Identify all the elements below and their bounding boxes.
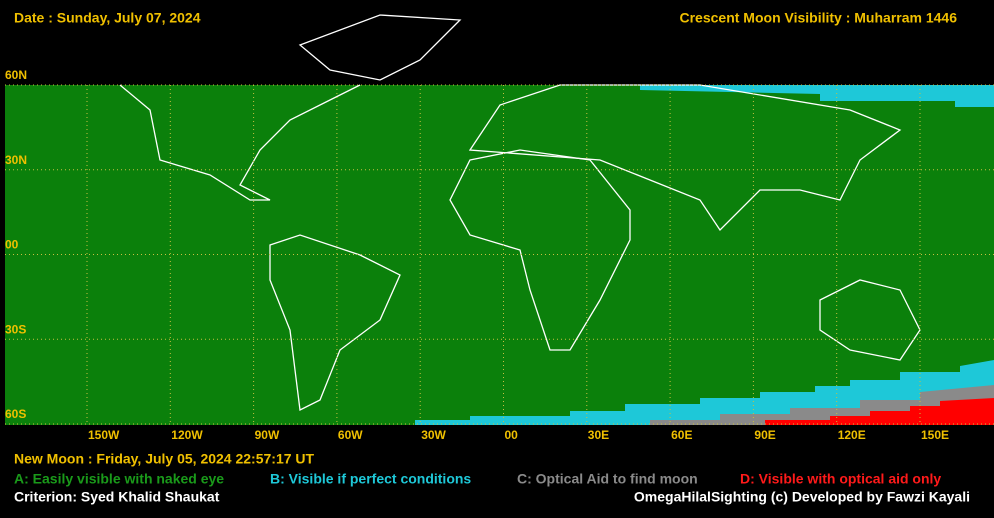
lat-label: 00 [5,238,19,252]
legend-a: A: Easily visible with naked eye [14,471,224,487]
lon-label: 120W [171,428,203,442]
legend-c: C: Optical Aid to find moon [517,471,698,487]
lon-label: 60E [671,428,692,442]
title: Crescent Moon Visibility : Muharram 1446 [680,10,958,26]
lon-label: 150W [88,428,120,442]
lon-label: 120E [838,428,866,442]
australia [819,279,921,361]
date: Date : Sunday, July 07, 2024 [14,10,201,26]
zone-b-north [640,85,994,107]
eurasia [468,84,902,232]
coastlines [119,14,921,411]
lon-label: 30E [588,428,609,442]
africa [449,149,631,351]
lat-label: 60N [5,68,27,82]
lon-label: 30W [421,428,446,442]
zone-d [765,398,994,425]
graticule: 60N 30N 00 30S 60S 150W 120W 90W 60W 30W 00 30E 60E 9… [5,68,994,442]
lon-label: 60W [338,428,363,442]
new-moon: New Moon : Friday, July 05, 2024 22:57:1… [14,451,315,467]
lon-label: 90W [255,428,280,442]
credit: OmegaHilalSighting (c) Developed by Fawz… [634,489,970,505]
legend-b: B: Visible if perfect conditions [270,471,471,487]
legend-d: D: Visible with optical aid only [740,471,941,487]
greenland [298,14,462,81]
lat-label: 30S [5,322,26,336]
criterion: Criterion: Syed Khalid Shaukat [14,489,220,505]
north-america [119,84,361,201]
lon-label: 90E [754,428,775,442]
lon-label: 150E [921,428,949,442]
lon-label: 00 [505,428,519,442]
lat-label: 60S [5,407,26,421]
south-america [269,234,401,411]
lat-label: 30N [5,153,27,167]
